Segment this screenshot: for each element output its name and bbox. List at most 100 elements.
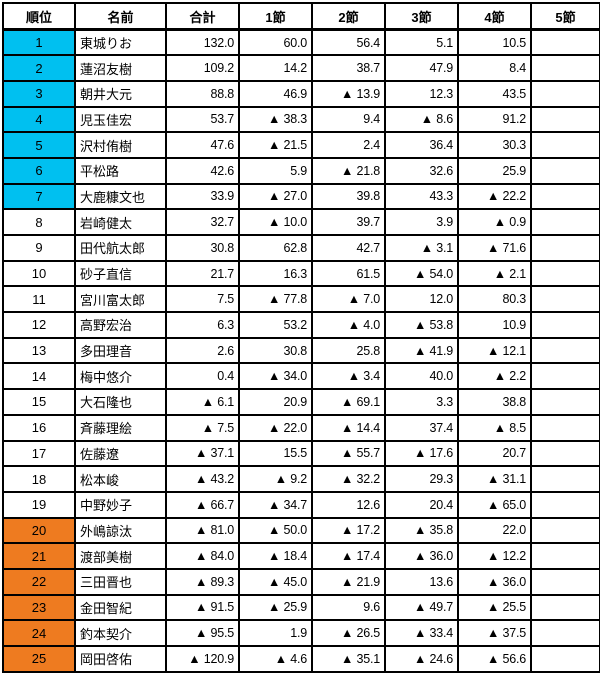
value-cell: ▲ 66.7 [165,490,240,519]
header-round-3: 3節 [384,2,459,31]
value-cell: ▲ 91.5 [165,593,240,622]
table-row: 11 宮川富太郎 7.5 ▲ 77.8 ▲ 7.0 12.0 80.3 [2,285,600,314]
value-cell: 47.6 [165,131,240,159]
name-cell: 宮川富太郎 [74,285,167,314]
table-row: 18 松本峻 ▲ 43.2 ▲ 9.2 ▲ 32.2 29.3 ▲ 31.1 [2,465,600,493]
table-row: 15 大石隆也 ▲ 6.1 20.9 ▲ 69.1 3.3 38.8 [2,388,600,416]
name-cell: 外嶋諒汰 [74,516,167,545]
value-cell: 3.3 [384,388,459,416]
value-cell: ▲ 49.7 [384,593,459,622]
value-cell: ▲ 25.5 [457,593,532,622]
table-row: 12 高野宏治 6.3 53.2 ▲ 4.0 ▲ 53.8 10.9 [2,311,600,339]
value-cell: 21.7 [165,259,240,288]
value-cell [530,439,600,468]
rank-cell: 2 [2,54,76,82]
name-cell: 中野妙子 [74,490,167,519]
rank-cell: 12 [2,311,76,339]
value-cell: ▲ 89.3 [165,567,240,596]
value-cell: ▲ 37.5 [457,619,532,647]
table-row: 6 平松路 42.6 5.9 ▲ 21.8 32.6 25.9 [2,156,600,185]
table-row: 16 斉藤理絵 ▲ 7.5 ▲ 22.0 ▲ 14.4 37.4 ▲ 8.5 [2,413,600,442]
value-cell: ▲ 81.0 [165,516,240,545]
rank-cell: 15 [2,388,76,416]
value-cell: ▲ 41.9 [384,336,459,365]
rank-cell: 18 [2,465,76,493]
value-cell: ▲ 53.8 [384,311,459,339]
value-cell: 20.4 [384,490,459,519]
name-cell: 三田晋也 [74,567,167,596]
name-cell: 梅中悠介 [74,362,167,391]
value-cell: ▲ 21.5 [238,131,313,159]
value-cell: 91.2 [457,105,532,134]
value-cell: 10.5 [457,28,532,57]
table-row: 3 朝井大元 88.8 46.9 ▲ 13.9 12.3 43.5 [2,79,600,108]
value-cell: ▲ 10.0 [238,208,313,236]
value-cell: 25.9 [457,156,532,185]
value-cell: ▲ 12.1 [457,336,532,365]
value-cell [530,259,600,288]
table-row: 21 渡部美樹 ▲ 84.0 ▲ 18.4 ▲ 17.4 ▲ 36.0 ▲ 12.2 [2,542,600,570]
table-row: 10 砂子直信 21.7 16.3 61.5 ▲ 54.0 ▲ 2.1 [2,259,600,288]
value-cell: 109.2 [165,54,240,82]
value-cell: 13.6 [384,567,459,596]
value-cell: ▲ 13.9 [311,79,386,108]
value-cell: 39.8 [311,182,386,211]
value-cell: 10.9 [457,311,532,339]
header-round-4: 4節 [457,2,532,31]
header-name: 名前 [74,2,167,31]
value-cell: ▲ 37.1 [165,439,240,468]
value-cell: ▲ 7.5 [165,413,240,442]
rank-cell: 24 [2,619,76,647]
rank-cell: 10 [2,259,76,288]
value-cell: ▲ 3.1 [384,234,459,262]
value-cell: 5.1 [384,28,459,57]
rank-cell: 6 [2,156,76,185]
value-cell: 46.9 [238,79,313,108]
value-cell [530,542,600,570]
name-cell: 岩崎健太 [74,208,167,236]
table-row: 23 金田智紀 ▲ 91.5 ▲ 25.9 9.6 ▲ 49.7 ▲ 25.5 [2,593,600,622]
value-cell: 3.9 [384,208,459,236]
table-row: 22 三田晋也 ▲ 89.3 ▲ 45.0 ▲ 21.9 13.6 ▲ 36.0 [2,567,600,596]
header-round-5: 5節 [530,2,600,31]
value-cell: ▲ 34.0 [238,362,313,391]
value-cell: ▲ 33.4 [384,619,459,647]
value-cell: 12.0 [384,285,459,314]
value-cell [530,208,600,236]
table-row: 20 外嶋諒汰 ▲ 81.0 ▲ 50.0 ▲ 17.2 ▲ 35.8 22.0 [2,516,600,545]
name-cell: 砂子直信 [74,259,167,288]
table-row: 1 東城りお 132.0 60.0 56.4 5.1 10.5 [2,28,600,57]
value-cell: 38.8 [457,388,532,416]
table-row: 4 児玉佳宏 53.7 ▲ 38.3 9.4 ▲ 8.6 91.2 [2,105,600,134]
header-round-1: 1節 [238,2,313,31]
value-cell [530,619,600,647]
value-cell: ▲ 27.0 [238,182,313,211]
value-cell: ▲ 43.2 [165,465,240,493]
value-cell: 40.0 [384,362,459,391]
value-cell [530,156,600,185]
value-cell: ▲ 77.8 [238,285,313,314]
value-cell: 7.5 [165,285,240,314]
value-cell: ▲ 14.4 [311,413,386,442]
value-cell: 8.4 [457,54,532,82]
value-cell [530,645,600,673]
value-cell [530,336,600,365]
value-cell: ▲ 9.2 [238,465,313,493]
name-cell: 朝井大元 [74,79,167,108]
name-cell: 渡部美樹 [74,542,167,570]
value-cell: 14.2 [238,54,313,82]
table-row: 5 沢村侑樹 47.6 ▲ 21.5 2.4 36.4 30.3 [2,131,600,159]
value-cell: 30.3 [457,131,532,159]
value-cell: 30.8 [238,336,313,365]
value-cell: ▲ 2.2 [457,362,532,391]
value-cell: ▲ 26.5 [311,619,386,647]
value-cell [530,234,600,262]
value-cell: ▲ 17.6 [384,439,459,468]
value-cell: 9.6 [311,593,386,622]
value-cell: ▲ 31.1 [457,465,532,493]
value-cell: ▲ 38.3 [238,105,313,134]
value-cell: 39.7 [311,208,386,236]
value-cell: 20.7 [457,439,532,468]
value-cell [530,182,600,211]
